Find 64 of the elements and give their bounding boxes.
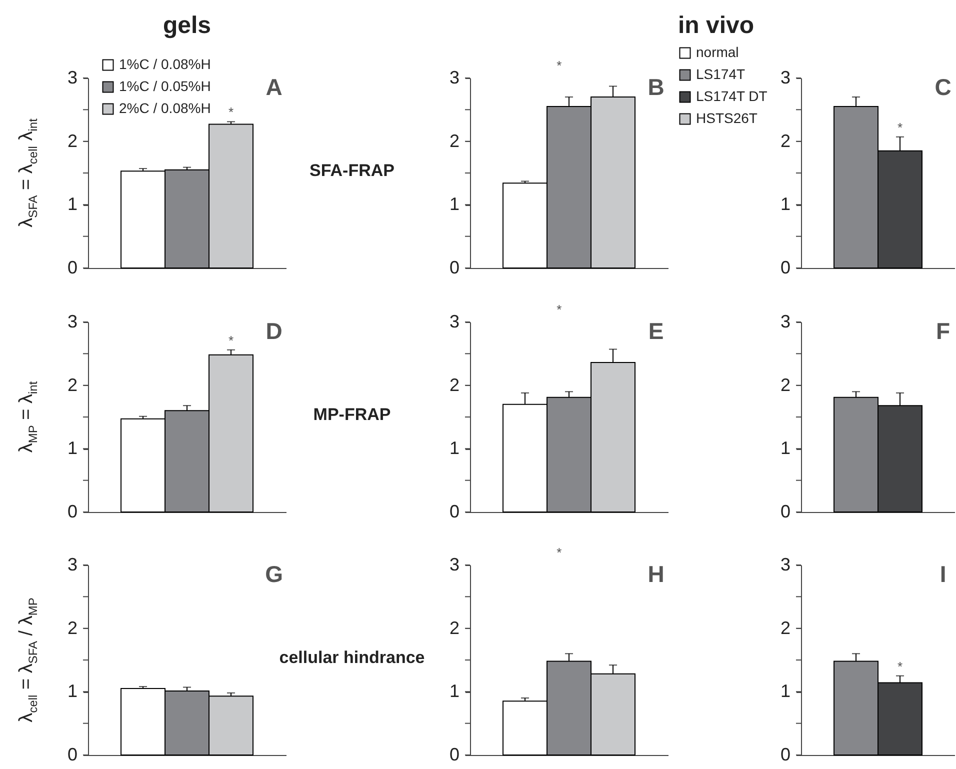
annotation: B — [648, 74, 664, 100]
y-tick-label: 3 — [67, 312, 78, 332]
y-tick-label: 3 — [449, 68, 460, 88]
annotation: D — [266, 318, 282, 344]
y-tick-label: 1 — [780, 194, 790, 214]
y-tick-label: 1 — [449, 438, 460, 458]
annotation: E — [648, 318, 664, 344]
annotation: G — [265, 561, 283, 587]
y-tick-label: 3 — [780, 554, 790, 574]
y-tick-label: 1 — [67, 194, 78, 214]
chart-title: in vivo — [678, 12, 754, 39]
y-tick-label: 1 — [780, 681, 790, 702]
annotation: H — [648, 561, 664, 587]
annotation: cellular hindrance — [279, 648, 425, 667]
y-tick-label: 2 — [67, 130, 78, 151]
y-tick-label: 1 — [780, 438, 790, 458]
legend-label: 1%C / 0.08%H — [119, 56, 211, 72]
data-label: * — [897, 120, 903, 135]
text: MP-FRAP — [313, 405, 391, 424]
y-tick-label: 2 — [449, 618, 460, 638]
data-label: * — [228, 332, 234, 348]
text: * — [556, 58, 562, 73]
annotation: A — [266, 74, 282, 100]
y-tick-label: 3 — [780, 312, 790, 332]
legend-label: LS174T DT — [696, 88, 768, 104]
y-tick-label: 3 — [67, 68, 78, 88]
y-tick-label: 0 — [449, 258, 460, 278]
y-tick-label: 0 — [67, 258, 78, 278]
y-tick-label: 2 — [780, 618, 790, 638]
y-tick-label: 0 — [67, 502, 78, 522]
legend-label: LS174T — [696, 66, 746, 82]
y-tick-label: 1 — [449, 194, 460, 214]
text: * — [556, 302, 562, 317]
annotation: I — [940, 561, 946, 587]
y-tick-label: 0 — [780, 744, 790, 764]
y-tick-label: 3 — [449, 312, 460, 332]
data-label: * — [228, 104, 234, 120]
y-tick-label: 0 — [780, 502, 790, 522]
y-tick-label: 2 — [67, 618, 78, 638]
y-tick-label: 1 — [67, 681, 78, 702]
y-tick-label: 1 — [449, 681, 460, 702]
text: SFA-FRAP — [310, 161, 394, 180]
y-tick-label: 0 — [449, 502, 460, 522]
legend-label: HSTS26T — [696, 110, 758, 126]
y-tick-label: 2 — [780, 130, 790, 151]
legend-label: 2%C / 0.08%H — [119, 100, 211, 116]
legend-label: normal — [696, 44, 739, 60]
text: * — [556, 545, 562, 560]
y-tick-label: 3 — [67, 554, 78, 574]
data-label: * — [897, 658, 903, 674]
annotation: F — [936, 318, 950, 344]
y-tick-label: 2 — [449, 374, 460, 395]
chart-title: gels — [162, 12, 212, 39]
y-tick-label: 0 — [449, 744, 460, 764]
y-tick-label: 0 — [780, 258, 790, 278]
y-tick-label: 0 — [67, 744, 78, 764]
y-tick-label: 3 — [780, 68, 790, 88]
y-tick-label: 3 — [449, 554, 460, 574]
legend-label: 1%C / 0.05%H — [119, 78, 211, 94]
y-tick-label: 1 — [67, 438, 78, 458]
y-tick-label: 2 — [780, 374, 790, 395]
annotation: C — [934, 74, 952, 100]
y-tick-label: 2 — [67, 374, 78, 395]
y-tick-label: 2 — [449, 130, 460, 151]
